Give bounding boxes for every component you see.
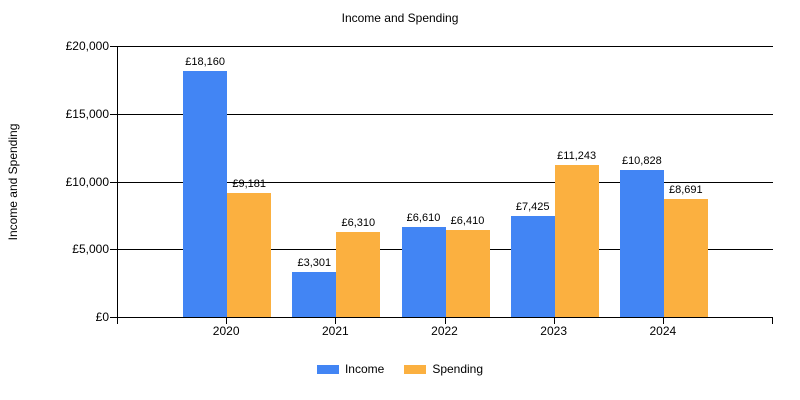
bar-income-2023 [510, 216, 555, 317]
x-axis-tick-label: 2023 [540, 324, 567, 338]
bar-value-label: £3,301 [297, 257, 332, 270]
x-axis-tick [662, 318, 664, 324]
legend-swatch-income [316, 364, 339, 374]
bar-value-label: £11,243 [557, 149, 597, 162]
bar-spending-2021 [336, 231, 381, 317]
y-axis-tick [110, 181, 117, 183]
bar-value-label: £6,410 [450, 215, 485, 228]
y-axis-tick [110, 249, 117, 251]
x-axis-tick-label: 2021 [321, 324, 349, 338]
bar-value-label: £6,610 [406, 212, 441, 225]
y-axis-tick [110, 46, 117, 47]
y-axis-title: Income and Spending [6, 123, 20, 241]
y-axis-tick-label: £10,000 [65, 174, 109, 189]
x-axis-tick [335, 318, 337, 324]
x-axis-tick-label: 2024 [649, 324, 677, 338]
legend-item-income: Income [316, 362, 385, 376]
chart-title: Income and Spending [341, 11, 459, 25]
legend-label: Income [344, 362, 385, 376]
bar-value-label: £8,691 [669, 184, 703, 197]
bar-spending-2020 [227, 192, 272, 317]
bar-value-label: £7,425 [515, 201, 550, 214]
gridline [118, 113, 773, 115]
x-axis-tick [444, 318, 446, 324]
bar-value-label: £9,181 [232, 177, 266, 190]
x-axis-tick [117, 318, 118, 324]
bar-income-2024 [619, 170, 664, 317]
bar-income-2020 [183, 70, 228, 317]
bar-value-label: £18,160 [185, 55, 226, 68]
y-axis-tick-label: £15,000 [65, 106, 109, 121]
legend-label: Spending [432, 362, 484, 376]
y-axis-tick [110, 317, 117, 318]
legend-item-spending: Spending [404, 362, 483, 376]
x-axis-tick [226, 318, 228, 324]
bar-value-label: £10,828 [621, 155, 662, 168]
bar-spending-2022 [445, 230, 490, 317]
y-axis-tick [110, 113, 117, 115]
legend-swatch-spending [404, 364, 427, 374]
x-axis-tick-label: 2022 [431, 324, 458, 338]
y-axis-tick-label: £0 [95, 310, 109, 324]
gridline [118, 181, 773, 183]
bar-spending-2024 [663, 199, 708, 317]
x-axis-tick-label: 2020 [212, 324, 240, 338]
y-axis-tick-label: £5,000 [72, 242, 109, 257]
bar-income-2021 [292, 272, 337, 317]
bar-spending-2023 [554, 164, 599, 317]
bar-value-label: £6,310 [341, 216, 376, 229]
y-axis-tick-label: £20,000 [65, 39, 109, 53]
plot-area: £18,160 £9,181 £3,301 £6,310 £6,610 £6,410 £7,… [117, 46, 773, 318]
legend: Income Spending [0, 362, 800, 376]
x-axis-tick [772, 318, 773, 324]
bar-income-2022 [401, 227, 446, 317]
x-axis-tick [553, 318, 555, 324]
gridline [118, 46, 773, 47]
